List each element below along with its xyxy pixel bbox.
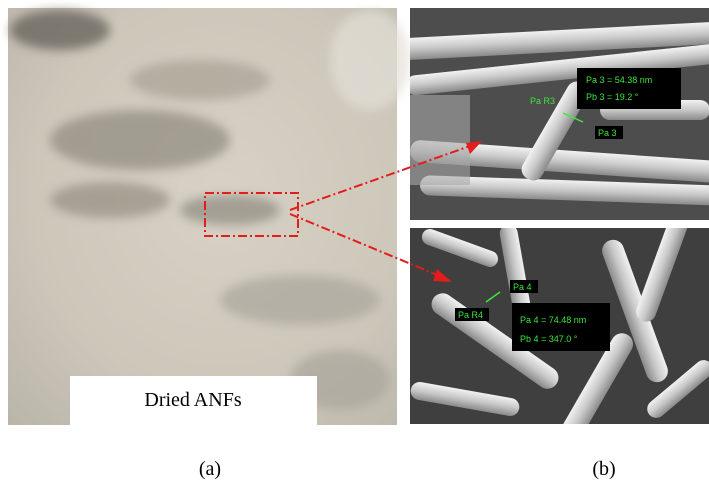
annotation: Pa 4 bbox=[513, 282, 532, 292]
sem-image: Pa R3 Pa 3 = 54.38 nm Pb 3 = 19.2 ° Pa 3 bbox=[400, 8, 709, 220]
panel-label: (b) bbox=[592, 458, 615, 480]
panel-label: (a) bbox=[199, 458, 221, 480]
annotation: Pb 3 = 19.2 ° bbox=[586, 92, 639, 102]
annotation: Pa 3 = 54.38 nm bbox=[586, 75, 652, 85]
annotation: Pa 4 = 74.48 nm bbox=[520, 315, 586, 325]
annotation: Pa R4 bbox=[458, 310, 483, 320]
photo: Dried ANFs bbox=[8, 8, 410, 425]
annotation: Pb 4 = 347.0 ° bbox=[520, 334, 578, 344]
photo-caption: Dried ANFs bbox=[144, 389, 241, 411]
annotation: Pa R3 bbox=[530, 96, 555, 106]
figure: Dried ANFs Pa R3 Pa 3 = 54.38 nm Pb 3 = … bbox=[0, 0, 709, 482]
sem-image: Pa 4 Pa R4 Pa 4 = 74.48 nm Pb 4 = 347.0 … bbox=[409, 195, 709, 452]
annotation: Pa 3 bbox=[598, 128, 617, 138]
